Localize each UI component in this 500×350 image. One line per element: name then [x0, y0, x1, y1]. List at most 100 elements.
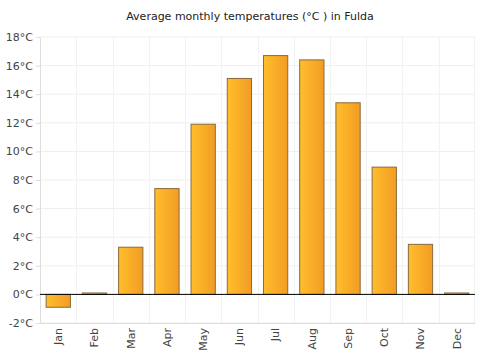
grid-line-vertical [294, 37, 295, 323]
y-tick-label: 2°C [13, 260, 33, 273]
x-tick: Sep [342, 323, 355, 349]
grid-line [40, 122, 475, 123]
y-tick: 10°C [6, 145, 40, 158]
y-tick-label: 10°C [6, 145, 33, 158]
y-tick: 16°C [6, 60, 40, 73]
x-tick: Apr [161, 323, 174, 347]
y-tick-label: 4°C [13, 231, 33, 244]
bar [336, 103, 360, 295]
bar [227, 78, 251, 294]
y-tick-mark [36, 209, 40, 210]
y-tick-mark [36, 180, 40, 181]
x-tick-label: Jun [233, 328, 246, 346]
x-tick: Jan [52, 323, 65, 346]
zero-line [40, 294, 475, 295]
x-tick: Mar [125, 323, 138, 349]
grid-line [40, 94, 475, 95]
y-tick: 18°C [6, 31, 40, 44]
y-tick: 2°C [13, 260, 40, 273]
x-axis: Jan Feb Mar Apr May Jun Jul Aug Sep Oct Nov Dec [41, 323, 476, 350]
y-tick-mark [36, 266, 40, 267]
y-tick-label: 18°C [6, 31, 33, 44]
y-tick: 0°C [13, 288, 40, 301]
bar [372, 167, 396, 294]
grid-line-vertical [113, 37, 114, 323]
grid-line [40, 37, 475, 38]
x-tick-label: Jan [52, 328, 65, 346]
bar [263, 56, 287, 295]
y-tick-label: -2°C [9, 317, 33, 330]
x-tick-label: Sep [342, 328, 355, 349]
y-tick-mark [36, 294, 40, 295]
grid [40, 37, 475, 323]
x-tick: May [197, 323, 210, 350]
bar [46, 294, 70, 307]
grid-line-vertical [366, 37, 367, 323]
grid-line [40, 237, 475, 238]
y-axis-line [40, 38, 41, 324]
grid-line [40, 151, 475, 152]
x-tick: Jul [269, 323, 282, 342]
bar [408, 244, 432, 294]
chart: -2°C 0°C 2°C 4°C 6°C 8°C 10°C 12°C 14°C 16°C 18°C J… [0, 0, 500, 350]
x-tick-label: Aug [306, 328, 319, 349]
y-tick-label: 12°C [6, 117, 33, 130]
y-tick: 8°C [13, 174, 40, 187]
x-tick-label: Dec [451, 328, 464, 349]
bar [191, 124, 215, 294]
x-tick-label: Feb [88, 328, 101, 347]
grid-line-vertical [221, 37, 222, 323]
plot: -2°C 0°C 2°C 4°C 6°C 8°C 10°C 12°C 14°C 16°C 18°C J… [6, 31, 476, 350]
grid-line-vertical [76, 37, 77, 323]
x-tick-label: Jul [269, 328, 282, 342]
x-tick: Dec [451, 323, 464, 349]
y-tick-mark [36, 151, 40, 152]
y-tick-label: 16°C [6, 60, 33, 73]
y-tick-mark [36, 237, 40, 238]
y-tick-label: 0°C [13, 288, 33, 301]
grid-line-vertical [258, 37, 259, 323]
x-tick: Oct [378, 323, 391, 347]
grid-line-vertical [439, 37, 440, 323]
grid-line-vertical [149, 37, 150, 323]
x-tick: Feb [88, 323, 101, 347]
grid-line [40, 180, 475, 181]
grid-line-vertical [330, 37, 331, 323]
x-tick-label: Mar [125, 328, 138, 349]
grid-line [40, 208, 475, 209]
y-tick: 14°C [6, 88, 40, 101]
grid-line-vertical [40, 37, 41, 323]
y-tick: 12°C [6, 117, 40, 130]
bar [155, 189, 179, 295]
bar [119, 247, 143, 294]
y-tick-mark [36, 123, 40, 124]
grid-line [40, 294, 475, 295]
y-tick-mark [36, 66, 40, 67]
y-tick-label: 14°C [6, 88, 33, 101]
grid-line-vertical [402, 37, 403, 323]
x-tick-label: Nov [414, 328, 427, 350]
y-tick: -2°C [9, 317, 40, 330]
bars [46, 56, 469, 308]
y-tick: 6°C [13, 203, 40, 216]
x-tick: Jun [233, 323, 246, 346]
y-tick: 4°C [13, 231, 40, 244]
x-tick-label: Oct [378, 327, 391, 347]
x-tick: Aug [306, 323, 319, 349]
y-tick-label: 8°C [13, 174, 33, 187]
x-axis-line [41, 323, 476, 324]
grid-line-vertical [474, 37, 475, 323]
y-tick-mark [36, 94, 40, 95]
x-tick: Nov [414, 323, 427, 349]
y-axis: -2°C 0°C 2°C 4°C 6°C 8°C 10°C 12°C 14°C 16°C 18°C [6, 31, 41, 330]
grid-line-vertical [185, 37, 186, 323]
x-tick-label: Apr [161, 328, 174, 348]
y-tick-label: 6°C [13, 203, 33, 216]
title: Average monthly temperatures (°C ) in Fu… [126, 10, 374, 23]
y-tick-mark [36, 323, 40, 324]
x-tick-label: May [197, 328, 210, 350]
grid-line [40, 323, 475, 324]
bar [300, 60, 324, 295]
grid-line [40, 65, 475, 66]
y-tick-mark [36, 37, 40, 38]
